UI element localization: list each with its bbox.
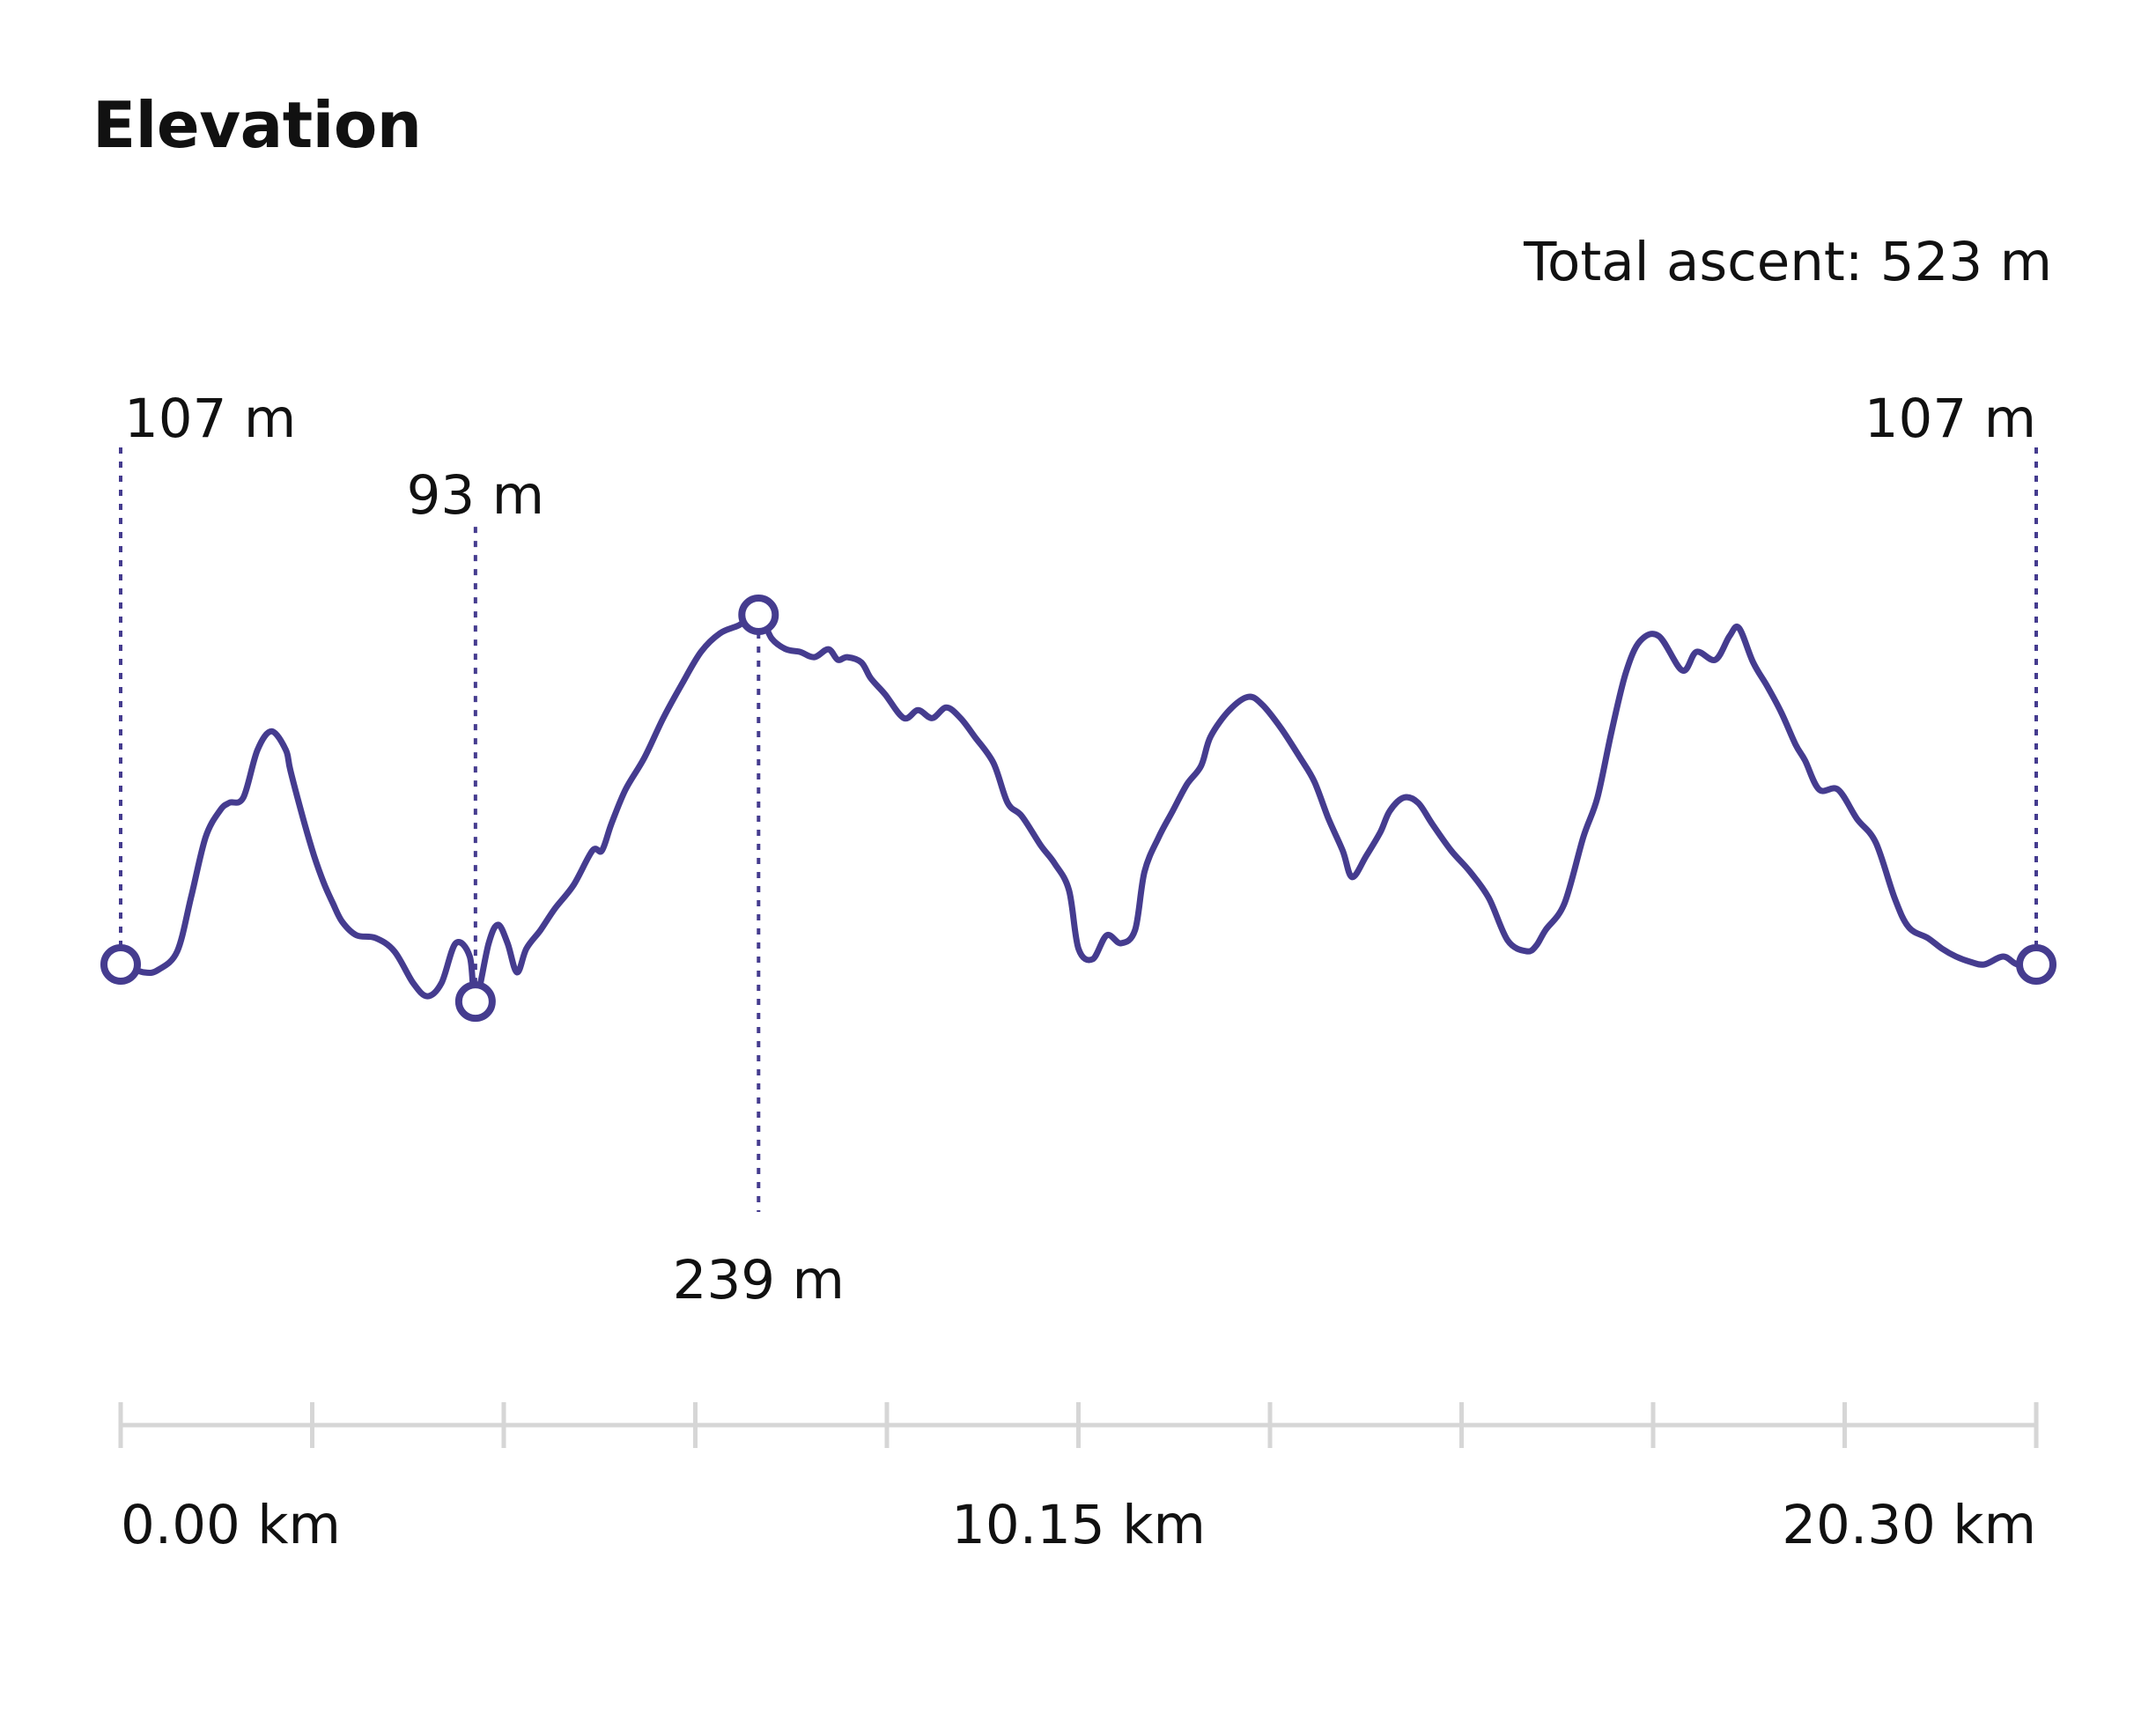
- marker-guides: [119, 445, 2038, 1212]
- elevation-series-line: [117, 611, 2040, 1005]
- marker-point-min: [454, 981, 496, 1023]
- marker-label-min: 93 m: [407, 464, 544, 527]
- x-tick-label: 20.30 km: [1782, 1494, 2036, 1556]
- x-tick-label: 0.00 km: [121, 1494, 341, 1556]
- marker-label-start: 107 m: [124, 388, 296, 450]
- marker-point-max: [738, 595, 779, 635]
- total-ascent-label: Total ascent: 523 m: [1524, 231, 2052, 293]
- chart-title: Elevation: [92, 88, 422, 162]
- x-tick-label: 10.15 km: [951, 1494, 1206, 1556]
- marker-label-max: 239 m: [673, 1249, 845, 1311]
- marker-point-start: [100, 944, 141, 985]
- x-axis: [118, 1402, 2039, 1448]
- marker-labels: 107 m 93 m 239 m 107 m: [124, 388, 2036, 1311]
- marker-label-end: 107 m: [1864, 388, 2036, 450]
- marker-point-end: [2016, 944, 2056, 985]
- marker-points: [100, 595, 2056, 1023]
- series-line-group: [117, 611, 2040, 1005]
- x-tick-labels: 0.00 km 10.15 km 20.30 km: [121, 1494, 2036, 1556]
